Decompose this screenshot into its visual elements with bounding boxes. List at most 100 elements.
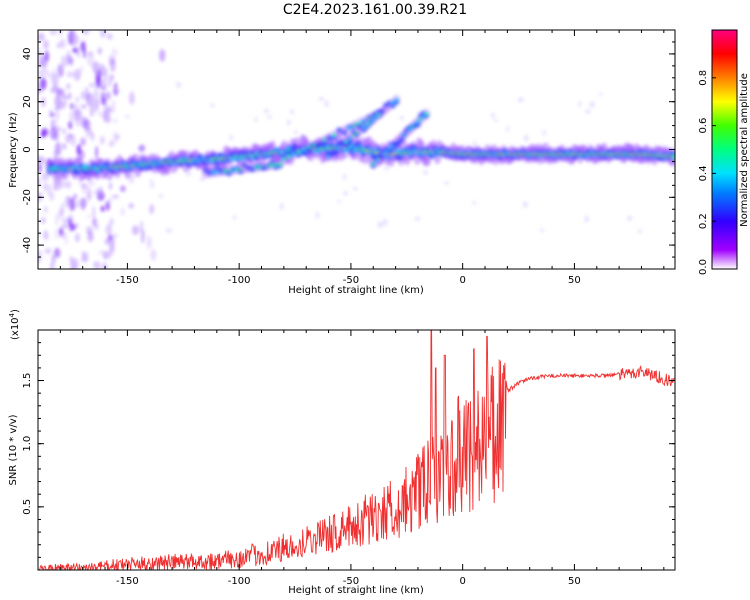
spectrogram-blob [103,67,108,81]
spectrogram-blob [471,201,477,205]
spectrogram-blob [80,90,85,100]
spectrogram-blob [92,190,101,195]
spectrogram-blob [99,135,105,145]
spectrogram-blob [69,255,73,264]
spectrogram-ytick-label: 20 [22,95,33,108]
spectrogram-blobs [38,30,675,269]
colorbar: 0.0 0.2 0.4 0.6 0.8 Normalized spectral ampl… [698,29,750,275]
spectrogram-blob [38,155,44,164]
spectrogram-blob [61,142,66,150]
spectrogram-blob [424,112,429,116]
spectrogram-blob [315,211,320,219]
spectrogram-blob [229,134,233,141]
spectrogram-blob [150,249,157,261]
spectrogram-xtick-label: 50 [568,275,581,286]
spectrogram-blob [383,166,390,171]
spectrogram-blob [112,87,120,95]
spectrogram-blob [41,172,50,181]
snr-xlabel: Height of straight line (km) [288,585,424,596]
spectrogram-blob [92,206,96,220]
spectrogram-blob [54,94,63,108]
spectrogram-blob [341,129,348,136]
spectrogram-blob [63,98,67,108]
spectrogram-blob [53,185,59,191]
spectrogram-blob [287,155,291,159]
spectrogram-blob [51,72,59,86]
spectrogram-blob [98,186,103,195]
spectrogram-blob [39,77,47,90]
spectrogram-blob [490,113,495,119]
spectrogram-blob [87,231,94,242]
spectrogram-ytick-label: -20 [22,189,33,205]
spectrogram-blob [100,85,106,91]
spectrogram-blob [106,33,113,40]
spectrogram-blob [49,30,58,35]
spectrogram-blob [584,215,590,223]
spectrogram-blob [75,96,79,103]
spectrogram-image [38,30,675,269]
spectrogram-xtick-label: -50 [343,275,359,286]
spectrogram-blob [92,101,99,113]
spectrogram-blob [108,55,113,67]
spectrogram-blob [54,227,59,240]
spectrogram-blob [57,207,63,220]
spectrogram-blob [76,144,82,156]
spectrogram-blob [49,261,55,269]
spectrogram-blob [38,32,45,42]
spectrogram-blob [322,138,326,142]
spectrogram-blob [112,233,119,239]
spectrogram-blob [88,180,96,187]
spectrogram-blob [254,117,258,122]
spectrogram-blob [100,205,105,212]
spectrogram-blob [115,134,120,140]
spectrogram-blob [598,92,603,96]
spectrogram-blob [98,250,107,256]
spectrogram-blob [75,116,82,128]
spectrogram-blob [119,185,126,192]
spectrogram-blob [131,225,140,236]
spectrogram-blob [414,216,421,222]
spectrogram-blob [307,145,311,149]
spectrogram-blob [522,201,529,208]
page-title: C2E4.2023.161.00.39.R21 [282,2,468,18]
spectrogram-blob [38,48,43,59]
spectrogram-blob [38,231,41,237]
snr-xtick-label: -50 [343,576,359,587]
spectrogram-blob [40,129,46,139]
spectrogram-blob [82,30,90,36]
spectrogram-blob [57,63,64,78]
spectrogram-blob [88,82,95,88]
spectrogram-blob [112,119,119,123]
spectrogram-blob [102,111,111,123]
spectrogram-blob [56,87,63,97]
spectrogram-blob [626,215,633,221]
spectrogram-blob [210,103,215,108]
spectrogram-ylabel: Frequency (Hz) [8,112,19,188]
spectrogram-blob [70,31,77,44]
snr-ytick-label: 1.5 [22,373,33,389]
spectrogram-blob [324,100,329,108]
spectrogram-blob [186,171,191,177]
spectrogram-blob [494,118,498,123]
spectrogram-blob [124,114,130,119]
spectrogram-blob [264,108,270,114]
spectrogram-blob [55,213,59,226]
spectrogram-blob [377,221,384,229]
spectrogram-blob [38,192,44,202]
spectrogram-blob [98,110,102,117]
colorbar-label: Normalized spectral amplitude [739,73,750,227]
spectrogram-blob [282,157,286,161]
spectrogram-blob [291,152,297,157]
spectrogram-blob [108,248,113,257]
spectrogram-blob [81,183,87,195]
spectrogram-blob [71,134,76,147]
spectrogram-blob [266,115,272,119]
spectrogram-blob [67,50,71,60]
spectrogram-blob [43,230,48,235]
spectrogram-blob [60,40,64,48]
spectrogram-blob [352,124,357,128]
spectrogram-blob [64,234,69,245]
snr-series-line [38,330,675,570]
spectrogram-blob [175,81,182,88]
